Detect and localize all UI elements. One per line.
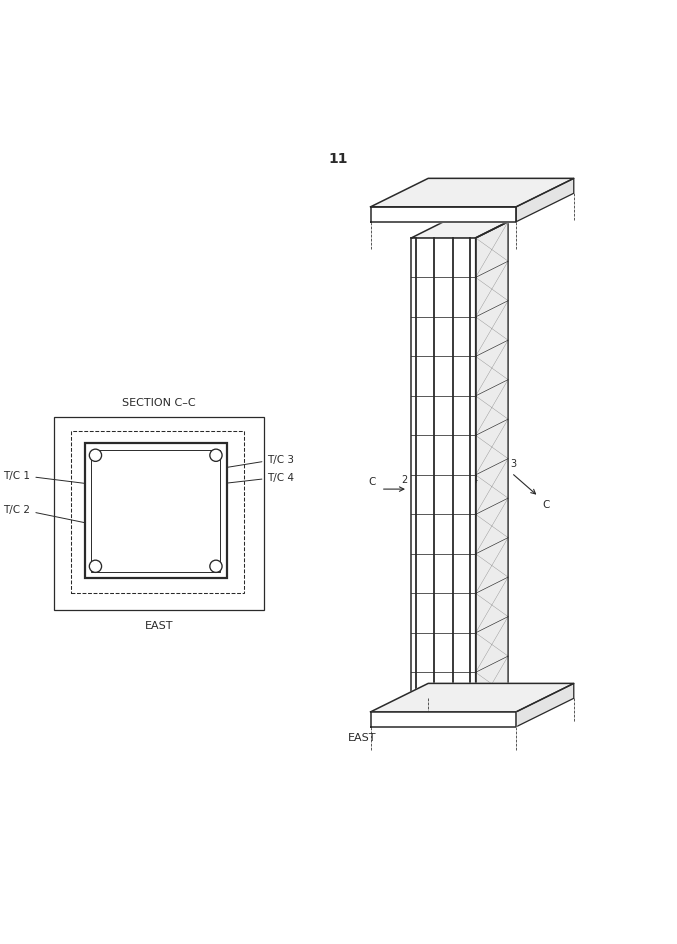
Circle shape: [211, 562, 221, 571]
Circle shape: [89, 449, 102, 462]
Polygon shape: [517, 683, 573, 727]
Text: T/C 4: T/C 4: [213, 472, 294, 485]
Text: 11: 11: [329, 152, 348, 166]
Circle shape: [91, 451, 100, 461]
Polygon shape: [370, 208, 517, 223]
Circle shape: [210, 449, 222, 462]
Polygon shape: [370, 179, 573, 208]
Text: T/C 3: T/C 3: [213, 454, 294, 470]
Text: 3: 3: [511, 459, 517, 468]
Text: T/C 2: T/C 2: [3, 504, 90, 524]
Circle shape: [211, 451, 221, 461]
Polygon shape: [412, 223, 508, 239]
Polygon shape: [475, 223, 508, 712]
Text: SECTION C–C: SECTION C–C: [123, 397, 196, 408]
Polygon shape: [517, 179, 573, 223]
Text: EAST: EAST: [348, 733, 376, 742]
Text: T/C 1: T/C 1: [3, 470, 90, 484]
Polygon shape: [370, 683, 573, 712]
Circle shape: [210, 561, 222, 573]
Circle shape: [91, 562, 100, 571]
Text: 4: 4: [471, 475, 478, 485]
Text: 2: 2: [401, 475, 408, 485]
Text: C: C: [368, 476, 375, 486]
Bar: [85, 444, 227, 579]
Circle shape: [89, 561, 102, 573]
Bar: [412, 239, 475, 712]
Text: C: C: [543, 499, 550, 509]
Bar: [91, 450, 220, 572]
Text: 1: 1: [419, 475, 426, 485]
Bar: [54, 418, 264, 611]
Text: EAST: EAST: [145, 621, 173, 631]
Bar: [71, 431, 244, 594]
Polygon shape: [370, 712, 517, 727]
